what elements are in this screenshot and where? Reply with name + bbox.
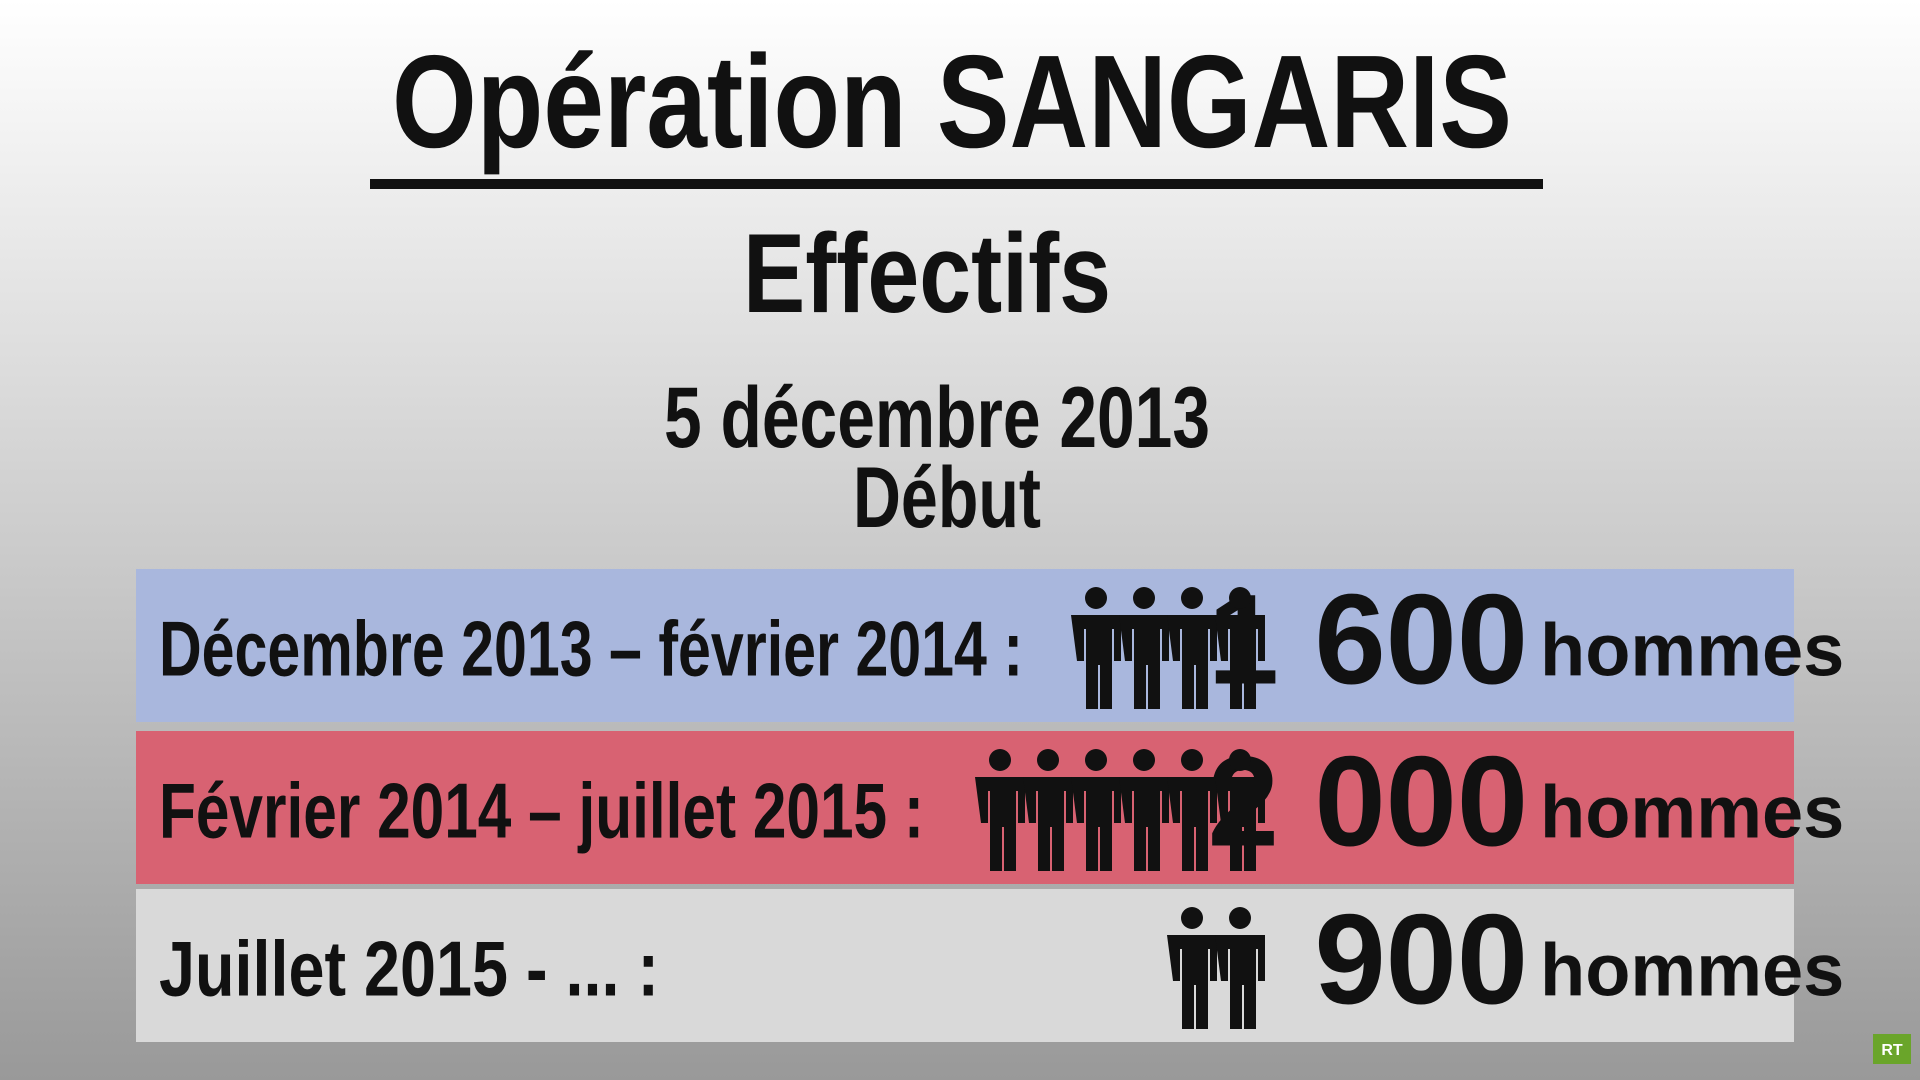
person-icon: [1215, 907, 1265, 1029]
icon-body: [1215, 935, 1265, 1029]
date-label: Début: [853, 450, 1041, 546]
icon-head: [1181, 749, 1203, 771]
row-unit: hommes: [1540, 929, 1844, 1012]
row-period: Décembre 2013 – février 2014 :: [159, 605, 1023, 693]
icon-head: [1085, 749, 1107, 771]
icon-body: [1071, 615, 1121, 709]
title-underline: [370, 179, 1543, 189]
icon-head: [1229, 907, 1251, 929]
icon-body: [975, 777, 1025, 871]
title: Opération SANGARIS: [392, 28, 1512, 175]
person-icon: [1215, 587, 1265, 709]
person-icon: [1215, 749, 1265, 871]
icon-body: [1167, 615, 1217, 709]
icon-head: [989, 749, 1011, 771]
people-icons: [1071, 587, 1265, 709]
row-period: Février 2014 – juillet 2015 :: [159, 767, 924, 855]
icon-body: [1215, 777, 1265, 871]
icon-head: [1133, 749, 1155, 771]
person-icon: [1023, 749, 1073, 871]
logo-box: [1873, 1034, 1911, 1064]
date: 5 décembre 2013: [664, 370, 1210, 466]
icon-body: [1119, 615, 1169, 709]
icon-head: [1229, 587, 1251, 609]
icon-head: [1133, 587, 1155, 609]
icon-body: [1167, 935, 1217, 1029]
people-icons: [975, 749, 1265, 871]
icon-head: [1181, 907, 1203, 929]
row-period: Juillet 2015 - ... :: [159, 925, 659, 1013]
row-box: [136, 569, 1794, 722]
person-icon: [1167, 587, 1217, 709]
icon-head: [1037, 749, 1059, 771]
person-icon: [1071, 587, 1121, 709]
rows: Décembre 2013 – février 2014 :1 600 homme…: [136, 569, 1844, 1042]
icon-body: [1167, 777, 1217, 871]
person-icon: [975, 749, 1025, 871]
person-icon: [1071, 749, 1121, 871]
row-unit: hommes: [1540, 609, 1844, 692]
subtitle: Effectifs: [743, 211, 1111, 336]
icon-body: [1071, 777, 1121, 871]
person-icon: [1119, 587, 1169, 709]
row-unit: hommes: [1540, 771, 1844, 854]
person-icon: [1167, 907, 1217, 1029]
person-icon: [1119, 749, 1169, 871]
person-icon: [1167, 749, 1217, 871]
logo: RT: [1881, 1042, 1903, 1059]
icon-head: [1085, 587, 1107, 609]
icon-body: [1023, 777, 1073, 871]
icon-head: [1229, 749, 1251, 771]
people-icons: [1167, 907, 1265, 1029]
row-count: 900: [1314, 889, 1528, 1032]
icon-head: [1181, 587, 1203, 609]
row-box: [136, 731, 1794, 884]
icon-body: [1119, 777, 1169, 871]
row-box: [136, 889, 1794, 1042]
icon-body: [1215, 615, 1265, 709]
